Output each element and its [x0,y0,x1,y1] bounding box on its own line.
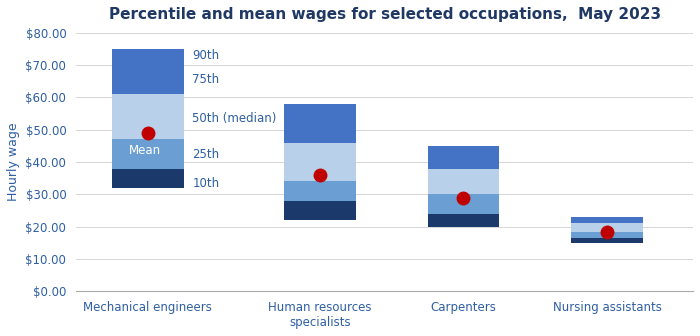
Bar [428,195,499,214]
Text: Mean: Mean [129,144,161,157]
Bar [284,181,356,201]
Bar [284,143,356,181]
Bar [284,201,356,220]
Bar [284,104,356,143]
Bar [428,169,499,195]
Bar [571,217,643,223]
Text: 50th (median): 50th (median) [193,112,276,125]
Text: 25th: 25th [193,148,219,161]
Y-axis label: Hourly wage: Hourly wage [7,123,20,201]
Bar [112,94,183,139]
Title: Percentile and mean wages for selected occupations,  May 2023: Percentile and mean wages for selected o… [108,7,661,22]
Bar [112,49,183,94]
Bar [112,169,183,188]
Bar [571,232,643,238]
Text: 10th: 10th [193,177,219,190]
Bar [112,139,183,169]
Bar [428,146,499,169]
Bar [428,214,499,227]
Bar [571,238,643,243]
Text: 90th: 90th [193,49,219,62]
Bar [571,223,643,232]
Text: 75th: 75th [193,73,219,86]
